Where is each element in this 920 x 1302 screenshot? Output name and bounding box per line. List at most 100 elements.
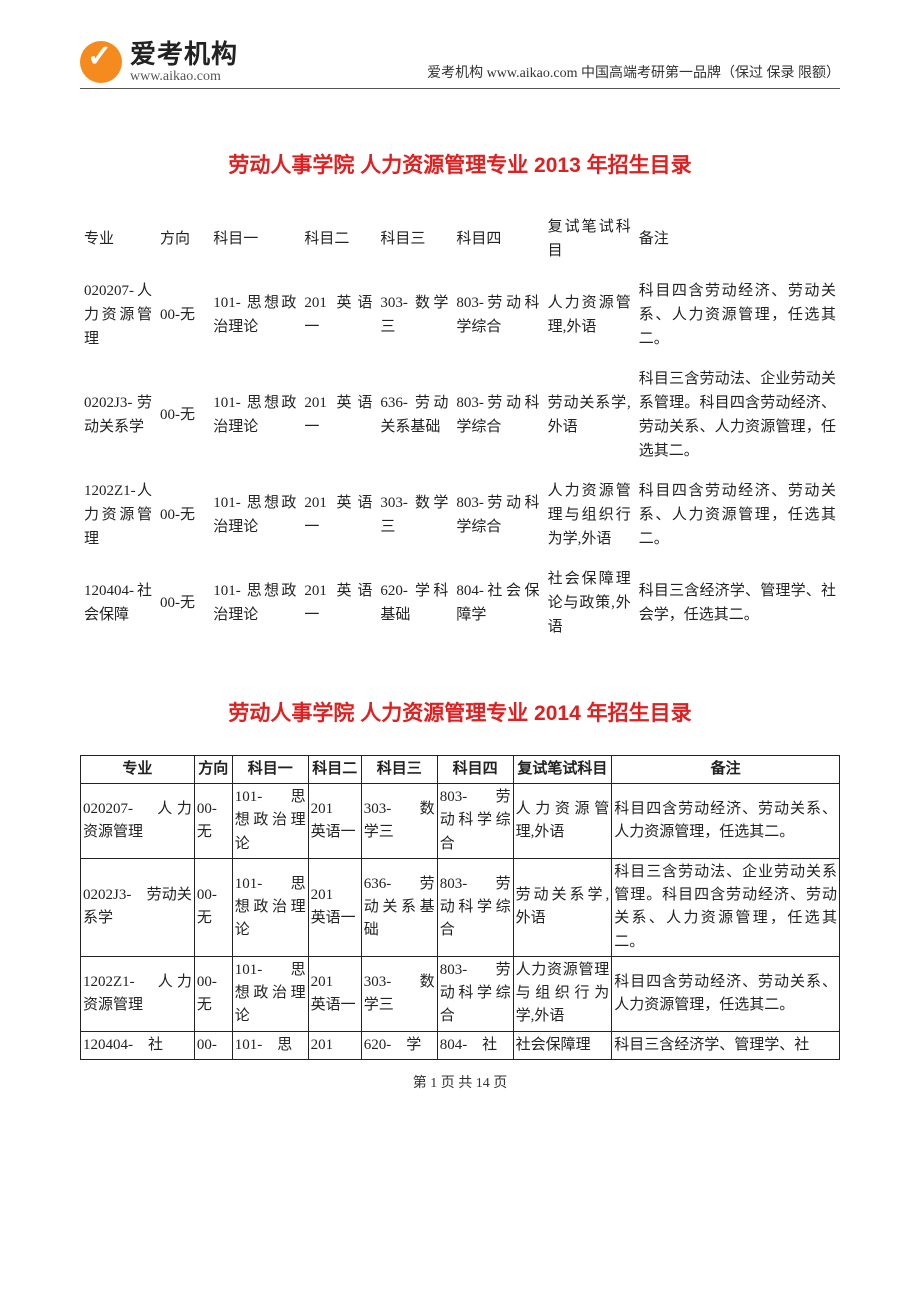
table-cell: 人力资源管理,外语 bbox=[544, 271, 635, 359]
table-cell: 803-劳动科学综合 bbox=[452, 271, 543, 359]
page-header: 爱考机构 www.aikao.com 爱考机构 www.aikao.com 中国… bbox=[80, 40, 840, 89]
table-cell: 101- 思想政治理论 bbox=[209, 559, 300, 647]
column-header: 备注 bbox=[635, 207, 840, 271]
table-row: 020207-人力资源管理00-无101- 思想政治理论201 英语一303- … bbox=[80, 271, 840, 359]
table-cell: 636- 劳动关系基础 bbox=[376, 359, 452, 471]
logo-text-cn: 爱考机构 bbox=[130, 40, 238, 69]
column-header: 备注 bbox=[612, 755, 840, 783]
table-cell: 科目四含劳动经济、劳动关系、人力资源管理，任选其二。 bbox=[635, 471, 840, 559]
table-cell: 101- 思想政治理论 bbox=[232, 956, 308, 1031]
header-right-text: 爱考机构 www.aikao.com 中国高端考研第一品牌（保过 保录 限额） bbox=[427, 62, 840, 84]
table-2013: 专业方向科目一科目二科目三科目四复试笔试科目备注 020207-人力资源管理00… bbox=[80, 207, 840, 647]
table-cell: 科目三含经济学、管理学、社 bbox=[612, 1031, 840, 1059]
table-row: 1202Z1-人力资源管理00-无101- 思想政治理论201 英语一303- … bbox=[80, 471, 840, 559]
table-cell: 201 英语一 bbox=[308, 858, 361, 956]
column-header: 科目二 bbox=[308, 755, 361, 783]
table-cell: 科目四含劳动经济、劳动关系、人力资源管理，任选其二。 bbox=[612, 956, 840, 1031]
table-cell: 804- 社 bbox=[437, 1031, 513, 1059]
table-cell: 人力资源管理与组织行为学,外语 bbox=[544, 471, 635, 559]
table-cell: 1202Z1-人力资源管理 bbox=[80, 471, 156, 559]
column-header: 复试笔试科目 bbox=[544, 207, 635, 271]
table-cell: 00-无 bbox=[156, 559, 209, 647]
column-header: 科目四 bbox=[437, 755, 513, 783]
column-header: 科目一 bbox=[232, 755, 308, 783]
table-cell: 803-劳动科学综合 bbox=[452, 471, 543, 559]
column-header: 方向 bbox=[194, 755, 232, 783]
table-cell: 803-劳动科学综合 bbox=[452, 359, 543, 471]
table-cell: 人力资源管理,外语 bbox=[513, 784, 612, 859]
table-cell: 00-无 bbox=[156, 359, 209, 471]
table-cell: 303- 数学三 bbox=[376, 471, 452, 559]
logo-mark-icon bbox=[80, 41, 122, 83]
table-cell: 科目三含劳动法、企业劳动关系管理。科目四含劳动经济、劳动关系、人力资源管理，任选… bbox=[612, 858, 840, 956]
table-cell: 303- 数学三 bbox=[361, 784, 437, 859]
table-cell: 科目三含劳动法、企业劳动关系管理。科目四含劳动经济、劳动关系、人力资源管理，任选… bbox=[635, 359, 840, 471]
column-header: 科目一 bbox=[209, 207, 300, 271]
table-cell: 804-社会保障学 bbox=[452, 559, 543, 647]
column-header: 科目二 bbox=[300, 207, 376, 271]
table-cell: 科目四含劳动经济、劳动关系、人力资源管理，任选其二。 bbox=[612, 784, 840, 859]
table-cell: 科目三含经济学、管理学、社会学，任选其二。 bbox=[635, 559, 840, 647]
table-cell: 120404-社会保障 bbox=[80, 559, 156, 647]
table-cell: 620- 学科基础 bbox=[376, 559, 452, 647]
table-row: 0202J3-劳动关系学00-无101- 思想政治理论201 英语一636- 劳… bbox=[80, 359, 840, 471]
table-cell: 201 英语一 bbox=[300, 471, 376, 559]
table-2014: 专业方向科目一科目二科目三科目四复试笔试科目备注 020207- 人力资源管理0… bbox=[80, 755, 840, 1060]
column-header: 科目三 bbox=[361, 755, 437, 783]
table-row: 120404- 社00-101- 思201620- 学804- 社社会保障理科目… bbox=[81, 1031, 840, 1059]
table-cell: 00-无 bbox=[194, 858, 232, 956]
table-cell: 020207-人力资源管理 bbox=[80, 271, 156, 359]
table-cell: 劳动关系学,外语 bbox=[544, 359, 635, 471]
logo-text-url: www.aikao.com bbox=[130, 69, 238, 84]
table-cell: 1202Z1- 人力资源管理 bbox=[81, 956, 195, 1031]
section-title-2014: 劳动人事学院 人力资源管理专业 2014 年招生目录 bbox=[80, 697, 840, 727]
table-2013-header-row: 专业方向科目一科目二科目三科目四复试笔试科目备注 bbox=[80, 207, 840, 271]
table-cell: 社会保障理 bbox=[513, 1031, 612, 1059]
table-cell: 00-无 bbox=[156, 271, 209, 359]
section-title-2013: 劳动人事学院 人力资源管理专业 2013 年招生目录 bbox=[80, 149, 840, 179]
table-cell: 803- 劳动科学综合 bbox=[437, 858, 513, 956]
column-header: 方向 bbox=[156, 207, 209, 271]
table-cell: 620- 学 bbox=[361, 1031, 437, 1059]
table-cell: 101- 思想政治理论 bbox=[209, 471, 300, 559]
table-cell: 303- 数学三 bbox=[361, 956, 437, 1031]
table-cell: 00-无 bbox=[194, 784, 232, 859]
table-cell: 劳动关系学,外语 bbox=[513, 858, 612, 956]
table-cell: 201 英语一 bbox=[308, 784, 361, 859]
table-cell: 社会保障理论与政策,外语 bbox=[544, 559, 635, 647]
table-row: 1202Z1- 人力资源管理00-无101- 思想政治理论201 英语一303-… bbox=[81, 956, 840, 1031]
page-footer: 第 1 页 共 14 页 bbox=[80, 1072, 840, 1092]
table-cell: 803- 劳动科学综合 bbox=[437, 784, 513, 859]
table-row: 020207- 人力资源管理00-无101- 思想政治理论201 英语一303-… bbox=[81, 784, 840, 859]
table-cell: 120404- 社 bbox=[81, 1031, 195, 1059]
table-cell: 303- 数学三 bbox=[376, 271, 452, 359]
table-cell: 0202J3- 劳动关系学 bbox=[81, 858, 195, 956]
table-2014-header-row: 专业方向科目一科目二科目三科目四复试笔试科目备注 bbox=[81, 755, 840, 783]
table-row: 120404-社会保障00-无101- 思想政治理论201 英语一620- 学科… bbox=[80, 559, 840, 647]
table-cell: 101- 思想政治理论 bbox=[209, 271, 300, 359]
table-cell: 201 英语一 bbox=[300, 271, 376, 359]
logo: 爱考机构 www.aikao.com bbox=[80, 40, 238, 84]
column-header: 专业 bbox=[81, 755, 195, 783]
table-cell: 101- 思 bbox=[232, 1031, 308, 1059]
column-header: 科目四 bbox=[452, 207, 543, 271]
table-cell: 201 英语一 bbox=[308, 956, 361, 1031]
table-cell: 101- 思想政治理论 bbox=[209, 359, 300, 471]
table-cell: 636- 劳动关系基础 bbox=[361, 858, 437, 956]
table-cell: 科目四含劳动经济、劳动关系、人力资源管理，任选其二。 bbox=[635, 271, 840, 359]
table-cell: 201 英语一 bbox=[300, 359, 376, 471]
table-cell: 00-无 bbox=[194, 956, 232, 1031]
table-cell: 101- 思想政治理论 bbox=[232, 858, 308, 956]
table-cell: 101- 思想政治理论 bbox=[232, 784, 308, 859]
table-cell: 201 英语一 bbox=[300, 559, 376, 647]
column-header: 科目三 bbox=[376, 207, 452, 271]
table-row: 0202J3- 劳动关系学00-无101- 思想政治理论201 英语一636- … bbox=[81, 858, 840, 956]
column-header: 复试笔试科目 bbox=[513, 755, 612, 783]
table-cell: 00- bbox=[194, 1031, 232, 1059]
table-cell: 020207- 人力资源管理 bbox=[81, 784, 195, 859]
table-cell: 0202J3-劳动关系学 bbox=[80, 359, 156, 471]
table-cell: 人力资源管理与组织行为学,外语 bbox=[513, 956, 612, 1031]
table-cell: 00-无 bbox=[156, 471, 209, 559]
column-header: 专业 bbox=[80, 207, 156, 271]
table-cell: 201 bbox=[308, 1031, 361, 1059]
